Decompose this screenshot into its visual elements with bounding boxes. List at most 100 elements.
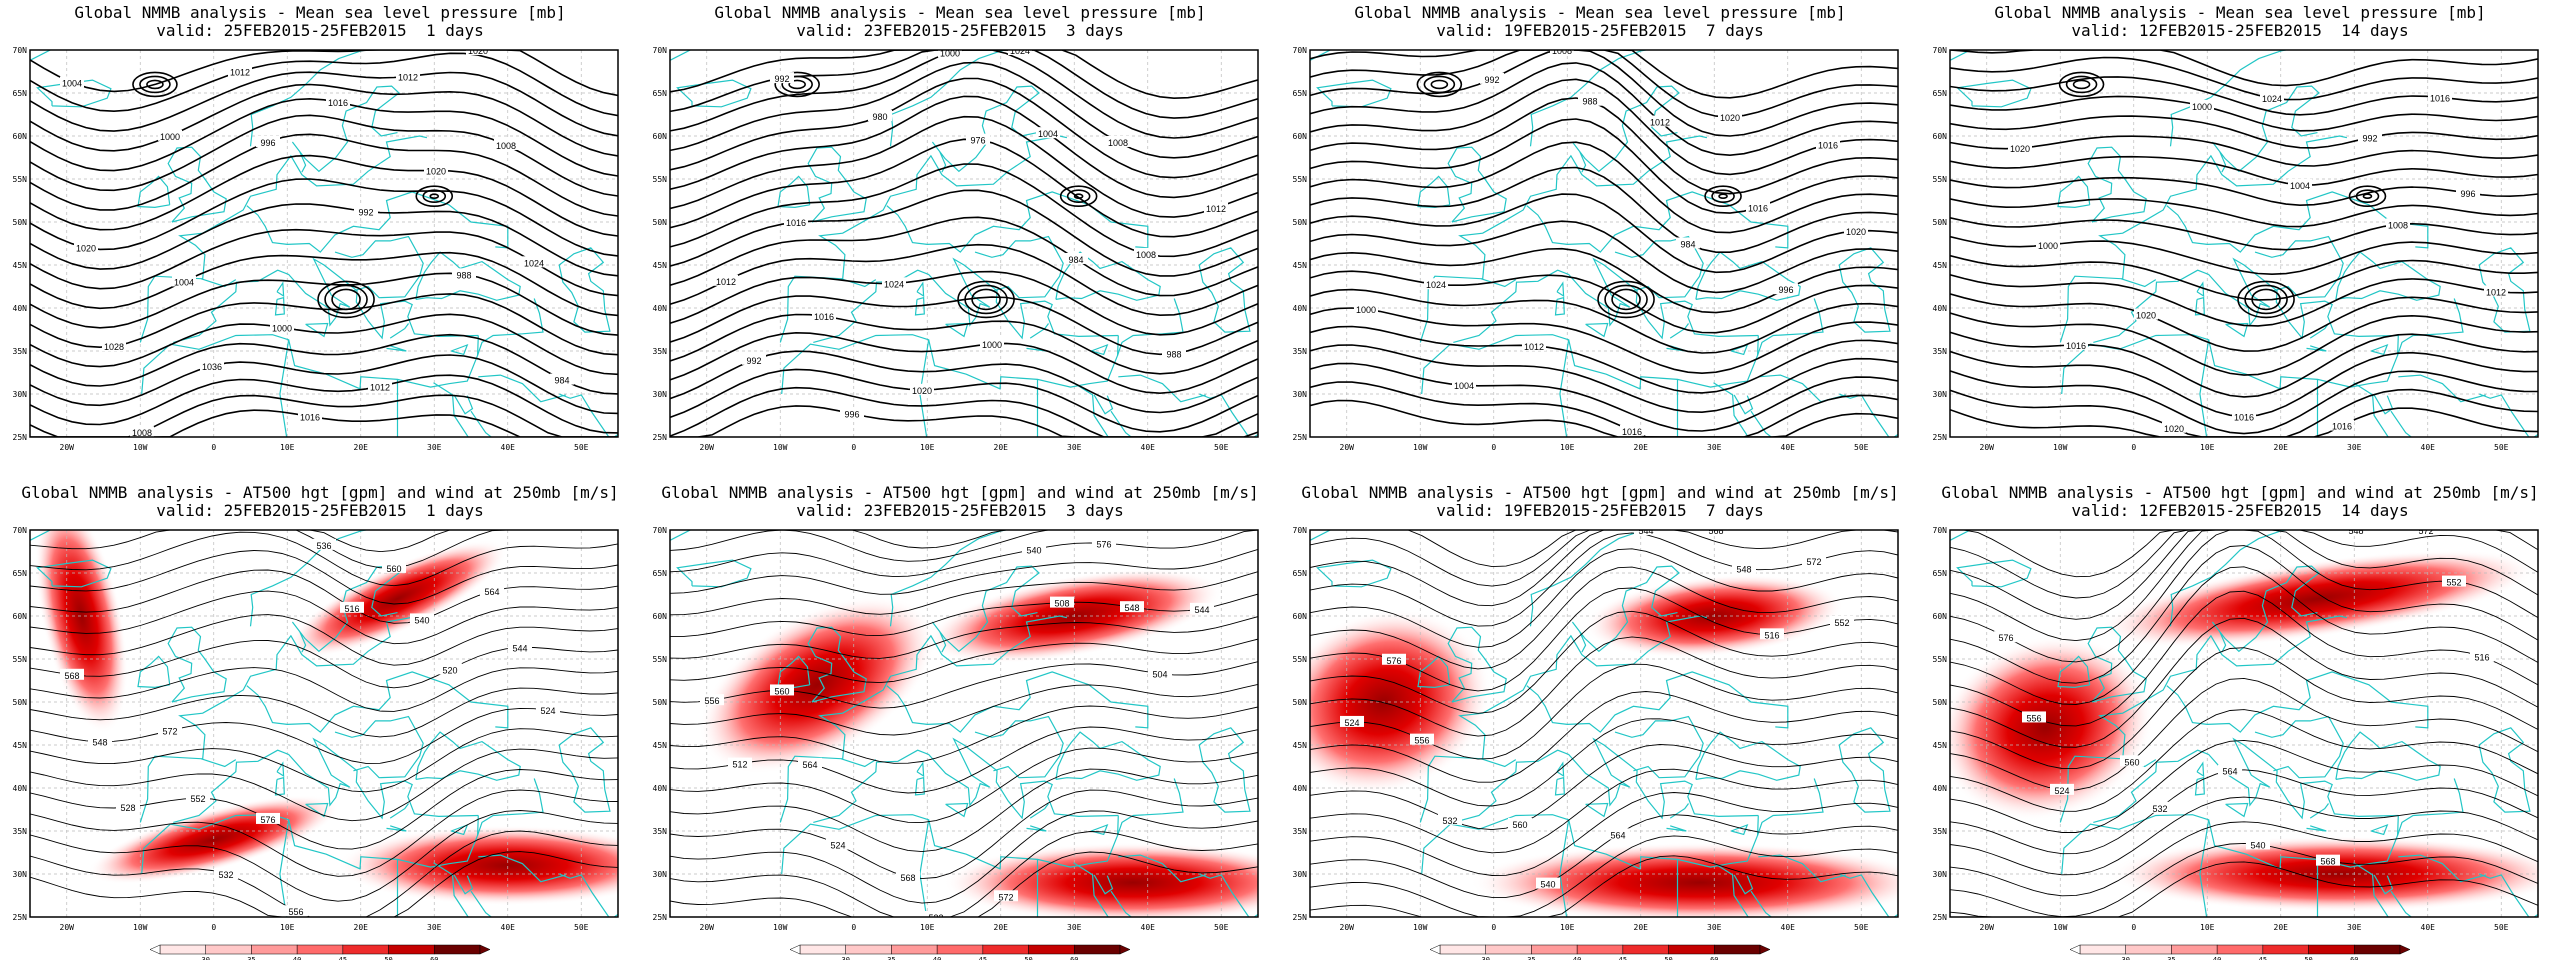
coastline <box>1585 802 1609 818</box>
longitude-label: 10E <box>1560 443 1575 452</box>
contour-label-bg <box>1522 339 1546 351</box>
coastline <box>30 530 52 541</box>
coastline <box>1559 819 1570 917</box>
closed-contour <box>1704 185 1742 207</box>
latitude-label: 65N <box>13 89 28 98</box>
latitude-label: 35N <box>1933 347 1948 356</box>
latitude-label: 50N <box>13 218 28 227</box>
contour-line <box>1310 381 1898 437</box>
colorbar-tick-label: 45 <box>1619 956 1627 960</box>
coastline <box>1447 626 1507 703</box>
coastline <box>1956 559 2032 588</box>
closed-contour <box>964 284 1008 315</box>
coastline <box>558 727 611 813</box>
coastline <box>1529 50 1650 147</box>
latitude-label: 45N <box>13 741 28 750</box>
contour-label: 992 <box>2362 134 2377 144</box>
colorbar-segment <box>1439 944 1486 955</box>
contour-line <box>670 313 1258 375</box>
latitude-label: 55N <box>13 175 28 184</box>
contour-label-bg <box>2470 650 2494 662</box>
coastline <box>173 257 479 343</box>
coastline <box>974 235 1064 299</box>
contour-label: 516 <box>344 604 359 614</box>
closed-contour <box>2244 284 2288 315</box>
colorbar-tick-label: 45 <box>2259 956 2267 960</box>
longitude-label: 50E <box>2494 923 2509 932</box>
contour-line <box>1310 307 1898 375</box>
latitude-label: 60N <box>1933 132 1948 141</box>
contour-label-bg <box>200 359 224 371</box>
longitude-label: 10W <box>2053 443 2068 452</box>
latitude-label: 50N <box>13 698 28 707</box>
coastline <box>2057 655 2091 689</box>
contour-label-bg <box>2428 91 2452 103</box>
coastline <box>2370 343 2389 356</box>
contour-label: 1004 <box>2290 181 2310 191</box>
coastline <box>670 530 692 541</box>
colorbar-tick-label: 60 <box>1710 956 1718 960</box>
contour-label: 556 <box>288 907 303 917</box>
latitude-label: 30N <box>1933 870 1948 879</box>
map-canvas: 1004 1000 996 992 988 984 1008 1012 1016 1020 1024… <box>13 46 619 452</box>
latitude-label: 60N <box>13 612 28 621</box>
contour-label-bg <box>410 613 434 625</box>
contour-label: 560 <box>774 686 789 696</box>
coastline <box>470 890 493 917</box>
contour-line <box>1310 610 1898 714</box>
coastline <box>433 382 469 437</box>
colorbar-arrow-low <box>149 944 161 955</box>
longitude-label: 20E <box>354 443 369 452</box>
closed-contour <box>2355 189 2380 203</box>
contour-label-bg <box>924 911 948 917</box>
contour-label-bg <box>1382 653 1406 665</box>
contour-line <box>30 687 618 738</box>
colorbar-segment <box>1668 944 1715 955</box>
longitude-label: 20E <box>2274 443 2289 452</box>
closed-contour <box>1718 193 1728 199</box>
contour-line <box>30 97 618 177</box>
contour-label-bg <box>980 337 1004 349</box>
contour-label: 576 <box>1096 539 1111 549</box>
contour-line <box>30 614 618 666</box>
contour-label-bg <box>1120 601 1144 613</box>
coastline <box>1316 79 1392 108</box>
coastline <box>415 251 521 301</box>
contour-label: 1012 <box>2486 287 2506 297</box>
coastline <box>2390 410 2413 437</box>
contour-label-bg <box>326 96 350 108</box>
coastline <box>1110 890 1133 917</box>
contour-label-bg <box>522 256 546 268</box>
longitude-label: 10E <box>2200 923 2215 932</box>
contour-label: 992 <box>1484 75 1499 85</box>
contour-label: 992 <box>358 207 373 217</box>
coastline <box>478 374 566 403</box>
coastline <box>274 776 285 796</box>
contour-label-bg <box>2064 338 2088 350</box>
longitude-label: 0 <box>2131 923 2136 932</box>
wind-jet-shading <box>1950 635 2154 821</box>
coastline <box>1316 559 1392 588</box>
contour-line <box>1310 566 1898 670</box>
coastline <box>1073 382 1109 437</box>
contour-label: 1016 <box>2234 412 2254 422</box>
latitude-label: 60N <box>1933 612 1948 621</box>
contour-label: 1012 <box>1524 342 1544 352</box>
contour-label: 1020 <box>912 386 932 396</box>
longitude-label: 30E <box>2347 443 2362 452</box>
contour-label-bg <box>1148 667 1172 679</box>
latitude-label: 40N <box>653 784 668 793</box>
colorbar-tick-label: 50 <box>384 956 392 960</box>
contour-line <box>1310 50 1898 118</box>
longitude-label: 30E <box>1067 443 1082 452</box>
panel-valid-date: valid: 19FEB2015-25FEB2015 7 days <box>1436 21 1764 40</box>
latitude-label: 35N <box>653 347 668 356</box>
longitude-label: 20E <box>1634 923 1649 932</box>
coastline <box>1757 778 1824 836</box>
contour-line <box>1950 370 2538 435</box>
contour-label-bg <box>1620 424 1644 436</box>
contour-label: 512 <box>732 760 747 770</box>
panel-title: Global NMMB analysis - Mean sea level pr… <box>74 3 566 22</box>
coastline <box>1117 778 1184 836</box>
colorbar-segment <box>342 944 389 955</box>
